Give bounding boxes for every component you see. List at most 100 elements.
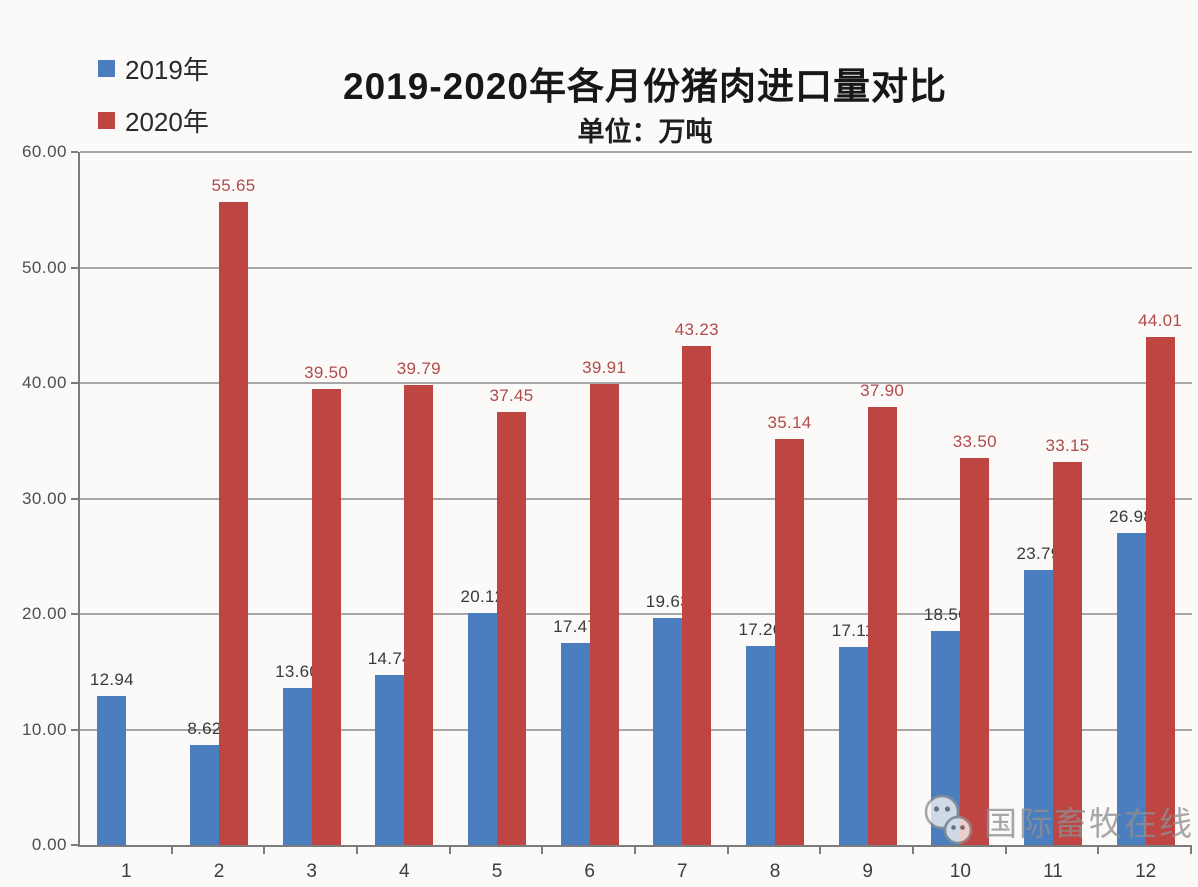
bar-2019-m4 (375, 674, 405, 845)
x-axis-label: 11 (1043, 861, 1063, 882)
y-axis-label: 20.00 (21, 604, 67, 623)
y-axis-tick (71, 382, 78, 384)
data-label-2019-m3: 13.60 (275, 661, 320, 681)
data-label-2020-m8: 35.14 (767, 413, 812, 433)
plot-area: 60.00 50.00 40.00 30.00 20.00 10.00 0.00 1 12.94… (22, 142, 1192, 882)
x-axis-tick (448, 847, 451, 854)
x-axis-tick (356, 847, 358, 854)
x-axis-tick (726, 847, 729, 854)
chart-subtitle: 单位：万吨 (577, 117, 713, 147)
legend-label-2020: 2020年 (125, 107, 209, 137)
bar-2019-m3 (282, 687, 312, 845)
x-axis-label: 3 (306, 861, 317, 882)
bar-2019-m1 (97, 695, 127, 845)
data-label-2020-m2: 55.65 (211, 176, 256, 196)
bar-2020-m6 (589, 384, 619, 845)
data-label-2019-m5: 20.12 (460, 586, 505, 606)
x-axis-tick (541, 847, 544, 854)
x-axis-label: 7 (677, 861, 688, 882)
bar-2019-m6 (560, 643, 590, 845)
bar-2020-m7 (682, 345, 712, 845)
data-label-2019-m7: 19.63 (645, 592, 690, 612)
chart-title: 2019-2020年各月份猪肉进口量对比 (343, 66, 947, 107)
y-axis-label: 60.00 (21, 142, 67, 161)
data-label-2019-m8: 17.26 (738, 619, 783, 639)
y-axis-tick (71, 844, 78, 846)
y-axis-tick (71, 613, 78, 615)
data-label-2019-m6: 17.47 (553, 617, 598, 637)
y-axis-tick (71, 728, 78, 731)
bar-2019-m7 (653, 618, 683, 845)
y-axis-label: 50.00 (21, 257, 67, 277)
legend-swatch-2020 (98, 112, 115, 129)
bar-2019-m8 (746, 645, 775, 845)
x-axis-label: 1 (121, 861, 132, 882)
x-axis-tick (1190, 847, 1192, 854)
bar-2020-m8 (775, 439, 804, 845)
x-axis-label: 12 (1135, 861, 1157, 882)
legend-item-2019: 2019年 (98, 50, 209, 87)
data-label-2020-m6: 39.91 (582, 358, 627, 378)
bar-2019-m9 (838, 647, 868, 845)
x-axis-tick (170, 847, 173, 854)
bar-2020-m12 (1145, 336, 1175, 845)
gridline (80, 497, 1192, 500)
y-axis-label: 0.00 (31, 835, 67, 854)
y-axis-label: 10.00 (21, 719, 67, 739)
data-label-2020-m4: 39.79 (396, 359, 441, 379)
data-label-2020-m12: 44.01 (1138, 310, 1183, 330)
data-label-2019-m9: 17.11 (831, 621, 875, 641)
data-label-2019-m10: 18.56 (923, 604, 968, 624)
data-label-2020-m11: 33.15 (1045, 436, 1090, 456)
x-axis-label: 9 (862, 861, 873, 882)
y-axis-tick (71, 151, 78, 153)
legend-item-2020: 2020年 (98, 102, 209, 139)
bar-2020-m9 (867, 407, 897, 845)
data-label-2020-m5: 37.45 (489, 386, 534, 406)
gridline (80, 151, 1192, 153)
x-axis-label: 4 (399, 861, 410, 882)
bar-2020-m3 (311, 388, 341, 845)
x-axis-tick (634, 847, 636, 854)
legend-swatch-2019 (98, 60, 115, 77)
x-axis-tick (1004, 847, 1007, 854)
gridline (80, 382, 1192, 384)
y-axis-label: 40.00 (21, 373, 67, 392)
bar-2019-m12 (1116, 533, 1146, 845)
data-label-2019-m11: 23.79 (1016, 544, 1061, 564)
bar-2020-m2 (219, 202, 248, 845)
watermark: 国际畜牧在线 (920, 788, 1194, 854)
data-label-2019-m12: 26.98 (1109, 507, 1154, 527)
y-axis-tick (71, 266, 78, 269)
bar-2020-m11 (1053, 462, 1082, 845)
data-label-2020-m3: 39.50 (304, 362, 349, 382)
data-label-2019-m1: 12.94 (89, 669, 134, 689)
y-axis-label: 30.00 (21, 488, 67, 508)
gridline (80, 266, 1192, 269)
x-axis-tick (1097, 847, 1100, 854)
bar-2019-m2 (190, 745, 219, 845)
bar-2019-m5 (468, 612, 497, 845)
bar-2020-m5 (497, 412, 526, 845)
x-axis-tick (912, 847, 914, 854)
data-label-2020-m10: 33.50 (952, 432, 997, 452)
x-axis-label: 5 (491, 861, 503, 882)
gridline (80, 728, 1192, 731)
watermark-text: 国际畜牧在线 (984, 805, 1194, 842)
legend-label-2019: 2019年 (125, 55, 209, 85)
bar-2020-m4 (404, 385, 434, 845)
legend: 2019年 2020年 (98, 50, 209, 154)
x-axis-label: 6 (584, 861, 595, 882)
bar-2020-m10 (960, 458, 990, 845)
x-axis-label: 10 (949, 861, 971, 882)
data-label-2020-m9: 37.90 (860, 381, 905, 401)
wechat-icon (924, 794, 973, 845)
data-label-2019-m4: 14.74 (367, 648, 412, 668)
data-label-2020-m7: 43.23 (674, 319, 719, 339)
bar-2019-m11 (1024, 570, 1053, 845)
data-label-2019-m2: 8.62 (187, 719, 222, 739)
y-axis-tick (71, 497, 78, 500)
x-axis-tick (819, 847, 822, 854)
x-axis-label: 2 (213, 861, 225, 882)
